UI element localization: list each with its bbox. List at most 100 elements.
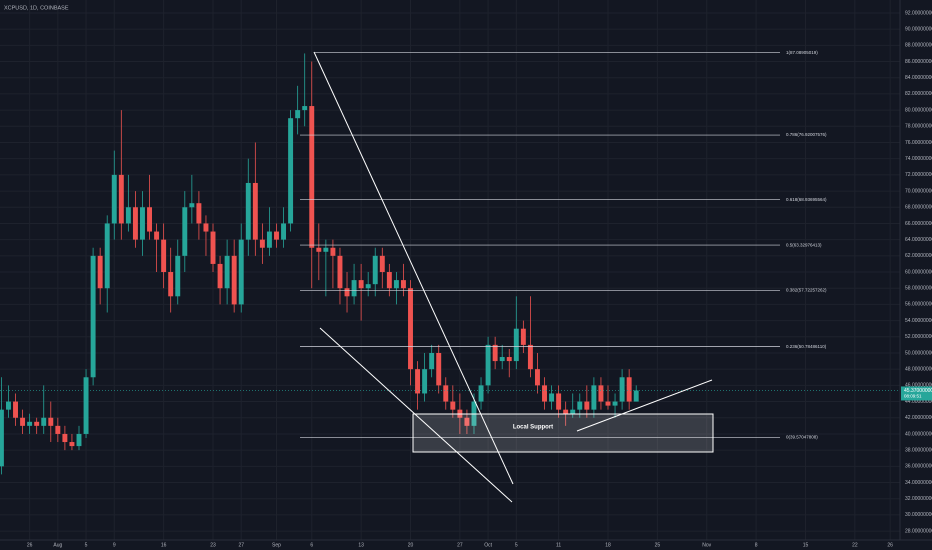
candle-body [408, 288, 413, 370]
candle-body [97, 255, 103, 289]
candle-body [499, 357, 505, 362]
y-tick-label: 74.00000000 [905, 156, 932, 162]
candle-body [111, 174, 117, 224]
candle-body [76, 433, 82, 447]
x-tick-label: 27 [238, 542, 244, 548]
y-tick-label: 68.00000000 [905, 205, 932, 211]
candle-body [626, 377, 632, 402]
fib-label: 0.5(63.32976413) [786, 242, 822, 247]
y-tick-label: 50.00000000 [905, 350, 932, 356]
chart-title: XCPUSD, 1D, COINBASE [4, 5, 69, 11]
candle-body [351, 280, 357, 297]
candle-body [393, 280, 399, 289]
y-tick-label: 56.00000000 [905, 302, 932, 308]
x-tick-label: 20 [408, 542, 414, 548]
candle-body [231, 255, 237, 305]
y-tick-label: 28.00000000 [905, 528, 932, 534]
candle-body [520, 328, 526, 345]
x-tick-label: 11 [556, 542, 561, 548]
candle-body [125, 207, 131, 224]
y-tick-label: 92.00000000 [905, 10, 932, 16]
candle-body [584, 401, 590, 410]
plot: 1(87.08905019) 0.786(76.92007576) 0.618(68… [0, 50, 900, 475]
candle-body [224, 255, 230, 289]
candle-body [168, 272, 174, 297]
y-tick-label: 52.00000000 [905, 334, 932, 340]
candle-body [90, 255, 96, 378]
y-tick-label: 90.00000000 [905, 26, 932, 32]
candle-body [513, 328, 519, 362]
candle-body [337, 255, 343, 289]
candle-body [245, 182, 251, 240]
candle-body [633, 390, 639, 402]
y-tick-label: 44.00000000 [905, 399, 932, 405]
y-tick-label: 72.00000000 [905, 172, 932, 178]
y-tick-label: 48.00000000 [905, 367, 932, 373]
x-tick-label: 26 [27, 542, 33, 548]
candle-body [563, 409, 569, 414]
y-tick-label: 46.00000000 [905, 383, 932, 389]
candle-body [274, 231, 279, 240]
y-tick-label: 88.00000000 [905, 43, 932, 49]
candle-body [104, 223, 110, 289]
y-tick-label: 62.00000000 [905, 253, 932, 259]
y-tick-label: 76.00000000 [905, 140, 932, 146]
x-tick-label: 13 [358, 542, 364, 548]
candle-body [69, 442, 75, 447]
x-tick-label: 27 [457, 542, 463, 548]
fib-label: 0.382(57.72257262) [786, 288, 827, 293]
candle-body [492, 344, 498, 362]
candle-body [48, 417, 54, 426]
fib-label: 0.786(76.92007576) [786, 132, 827, 137]
candle-body [436, 352, 442, 386]
x-tick-label: 9 [113, 542, 116, 548]
y-tick-label: 40.00000000 [905, 431, 932, 437]
candle-body [464, 417, 470, 426]
annotation: Local Support [513, 425, 553, 431]
candle-body [295, 110, 301, 119]
candle-body [27, 421, 33, 426]
x-tick-label: 6 [310, 542, 313, 548]
x-tick-label: Nov [702, 542, 711, 548]
candle-body [259, 239, 265, 248]
candle-body [13, 401, 18, 418]
candle-body [429, 352, 435, 370]
axes: 28.00000000 30.00000000 32.00000000 34.0000… [27, 10, 932, 548]
candle-body [316, 247, 322, 252]
candle-body [365, 284, 371, 289]
x-tick-label: 15 [803, 542, 809, 548]
x-tick-label: 16 [161, 542, 167, 548]
drawings: Local Support [313, 51, 714, 503]
candle-body [527, 344, 533, 370]
candle-body [542, 385, 547, 402]
countdown: 08:09:51 [904, 394, 922, 399]
candle-body [309, 106, 315, 248]
x-tick-label: 8 [755, 542, 758, 548]
y-tick-label: 82.00000000 [905, 91, 932, 97]
trend-line [319, 327, 513, 503]
candle-body [83, 377, 89, 434]
candle-body [400, 280, 406, 289]
candle-body [415, 369, 421, 394]
y-tick-label: 78.00000000 [905, 124, 932, 130]
last-price-badge [901, 386, 932, 401]
candle-body [196, 203, 202, 224]
candle-body [344, 288, 350, 297]
candle-body [288, 118, 294, 224]
y-tick-label: 36.00000000 [905, 464, 932, 470]
candle-body [379, 255, 385, 273]
candle-body [238, 239, 244, 305]
y-tick-label: 54.00000000 [905, 318, 932, 324]
candle-body [252, 182, 258, 240]
y-tick-label: 42.00000000 [905, 415, 932, 421]
candle-body [372, 255, 378, 285]
candle-body [147, 207, 152, 232]
candle-body [62, 433, 68, 443]
fib-label: 0.618(68.93695564) [786, 197, 827, 202]
candle-body [591, 385, 597, 410]
x-tick-label: 5 [515, 542, 518, 548]
y-tick-label: 32.00000000 [905, 496, 932, 502]
fib-label: 1(87.08905019) [786, 50, 818, 55]
candle-body [175, 255, 181, 297]
